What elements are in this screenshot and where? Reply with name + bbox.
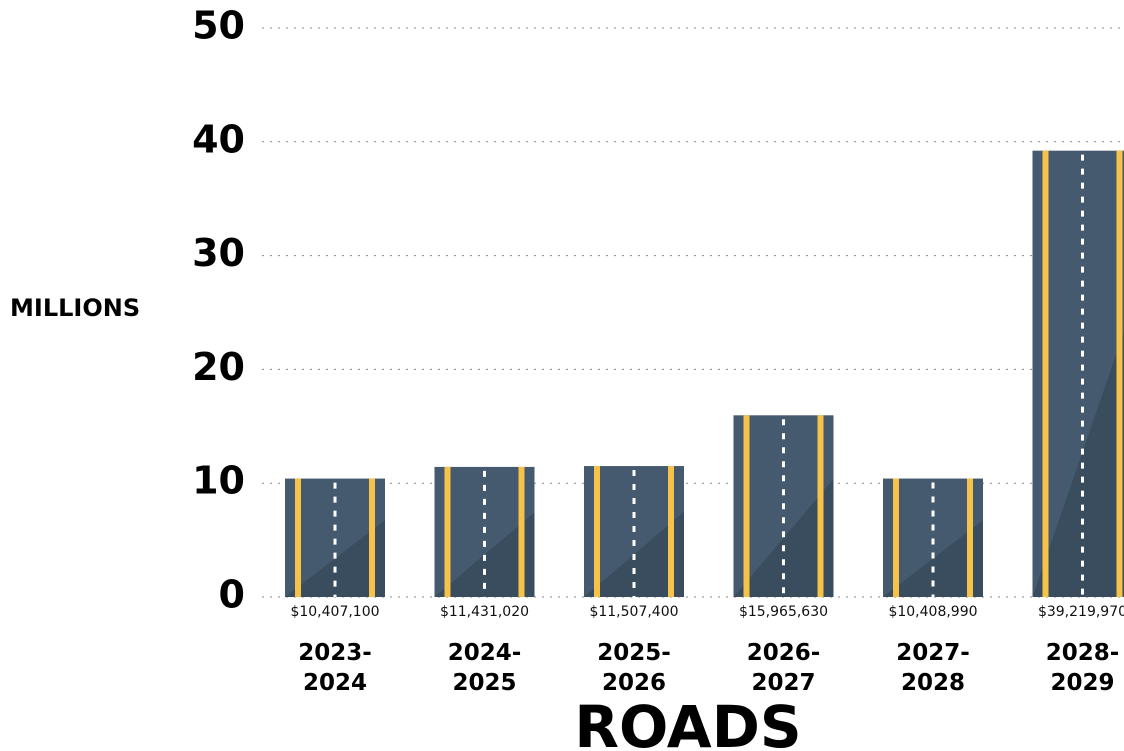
bar-shade — [883, 520, 983, 597]
lane-stripe — [518, 466, 525, 597]
value-label: $11,431,020 — [440, 604, 529, 620]
value-label: $15,965,630 — [739, 604, 828, 620]
y-tick-label: 40 — [192, 117, 245, 161]
lane-stripe — [594, 466, 600, 597]
value-label: $10,407,100 — [290, 604, 379, 620]
value-label: $39,219,970 — [1038, 604, 1124, 620]
lane-stripe — [743, 415, 750, 597]
y-tick-label: 20 — [192, 345, 245, 389]
x-tick-label: 2024-2025 — [447, 640, 522, 696]
lane-stripe — [295, 478, 301, 597]
lane-stripe — [1116, 150, 1123, 597]
x-tick-label: 2025-2026 — [597, 640, 671, 696]
lane-stripe — [893, 478, 899, 597]
value-label: $10,408,990 — [888, 604, 977, 620]
lane-stripe — [369, 478, 375, 597]
lane-stripe — [444, 466, 451, 597]
x-tick-label: 2027-2028 — [896, 640, 970, 696]
bar-shade — [434, 512, 535, 597]
lane-stripe — [967, 478, 973, 597]
chart-title: ROADS — [574, 693, 802, 751]
y-tick-label: 10 — [192, 459, 245, 503]
y-tick-label: 0 — [219, 573, 245, 617]
x-tick-label: 2028-2029 — [1045, 640, 1120, 696]
lane-stripe — [817, 415, 824, 597]
x-tick-label: 2023-2024 — [298, 640, 372, 696]
bar-shade — [1032, 331, 1124, 597]
y-tick-label: 50 — [192, 4, 245, 48]
bar-shade — [733, 478, 834, 597]
value-label: $11,507,400 — [589, 604, 678, 620]
y-tick-label: 30 — [192, 231, 245, 275]
lane-stripe — [668, 466, 674, 597]
lane-stripe — [1042, 150, 1049, 597]
x-tick-label: 2026-2027 — [746, 640, 821, 696]
y-axis-label: MILLIONS — [10, 294, 141, 322]
